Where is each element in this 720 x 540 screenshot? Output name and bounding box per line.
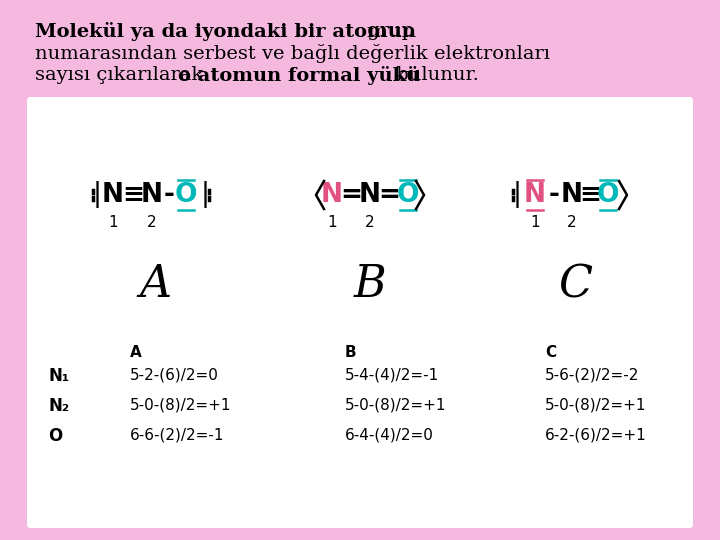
Text: B: B bbox=[345, 345, 356, 360]
Text: bulunur.: bulunur. bbox=[390, 66, 479, 84]
Text: 2: 2 bbox=[147, 215, 157, 230]
Text: |: | bbox=[513, 181, 521, 208]
Text: sayısı çıkarılarak: sayısı çıkarılarak bbox=[35, 66, 210, 84]
Text: ≡: ≡ bbox=[122, 182, 144, 208]
Text: numarasından serbest ve bağlı değerlik elektronları: numarasından serbest ve bağlı değerlik e… bbox=[35, 44, 550, 63]
Text: N: N bbox=[524, 182, 546, 208]
Text: B: B bbox=[354, 263, 387, 306]
Text: 5-0-(8)/2=+1: 5-0-(8)/2=+1 bbox=[130, 397, 232, 412]
Text: =: = bbox=[340, 182, 362, 208]
Text: 6-2-(6)/2=+1: 6-2-(6)/2=+1 bbox=[545, 427, 647, 442]
Text: 6-4-(4)/2=0: 6-4-(4)/2=0 bbox=[345, 427, 434, 442]
Text: N: N bbox=[561, 182, 583, 208]
Text: 5-6-(2)/2=-2: 5-6-(2)/2=-2 bbox=[545, 367, 639, 382]
Text: C: C bbox=[545, 345, 556, 360]
Text: 5-2-(6)/2=0: 5-2-(6)/2=0 bbox=[130, 367, 219, 382]
Text: O: O bbox=[597, 182, 619, 208]
Text: O: O bbox=[175, 182, 197, 208]
Text: N: N bbox=[141, 182, 163, 208]
Text: N: N bbox=[102, 182, 124, 208]
Text: 6-6-(2)/2=-1: 6-6-(2)/2=-1 bbox=[130, 427, 225, 442]
FancyBboxPatch shape bbox=[27, 97, 693, 528]
Text: ≡: ≡ bbox=[579, 182, 601, 208]
Text: 5-0-(8)/2=+1: 5-0-(8)/2=+1 bbox=[545, 397, 647, 412]
Text: -: - bbox=[549, 182, 559, 208]
Text: O: O bbox=[48, 427, 62, 445]
Text: A: A bbox=[139, 263, 171, 306]
Text: o atomun formal yükü: o atomun formal yükü bbox=[178, 66, 420, 85]
Text: |: | bbox=[200, 181, 210, 208]
Text: 1: 1 bbox=[327, 215, 337, 230]
Text: 5-4-(4)/2=-1: 5-4-(4)/2=-1 bbox=[345, 367, 439, 382]
Text: 1: 1 bbox=[530, 215, 540, 230]
Text: 5-0-(8)/2=+1: 5-0-(8)/2=+1 bbox=[345, 397, 446, 412]
Text: C: C bbox=[558, 263, 592, 306]
Text: Molekül ya da iyondaki bir atomun: Molekül ya da iyondaki bir atomun bbox=[35, 22, 416, 41]
Text: N₁: N₁ bbox=[48, 367, 69, 385]
Text: N: N bbox=[359, 182, 381, 208]
Text: N₂: N₂ bbox=[48, 397, 69, 415]
Text: 2: 2 bbox=[365, 215, 375, 230]
Text: grup: grup bbox=[361, 22, 414, 40]
Text: -: - bbox=[163, 182, 174, 208]
Text: 2: 2 bbox=[567, 215, 577, 230]
Text: |: | bbox=[92, 181, 102, 208]
Text: N: N bbox=[321, 182, 343, 208]
Text: A: A bbox=[130, 345, 142, 360]
Text: 1: 1 bbox=[108, 215, 118, 230]
Text: =: = bbox=[378, 182, 400, 208]
Text: O: O bbox=[397, 182, 419, 208]
